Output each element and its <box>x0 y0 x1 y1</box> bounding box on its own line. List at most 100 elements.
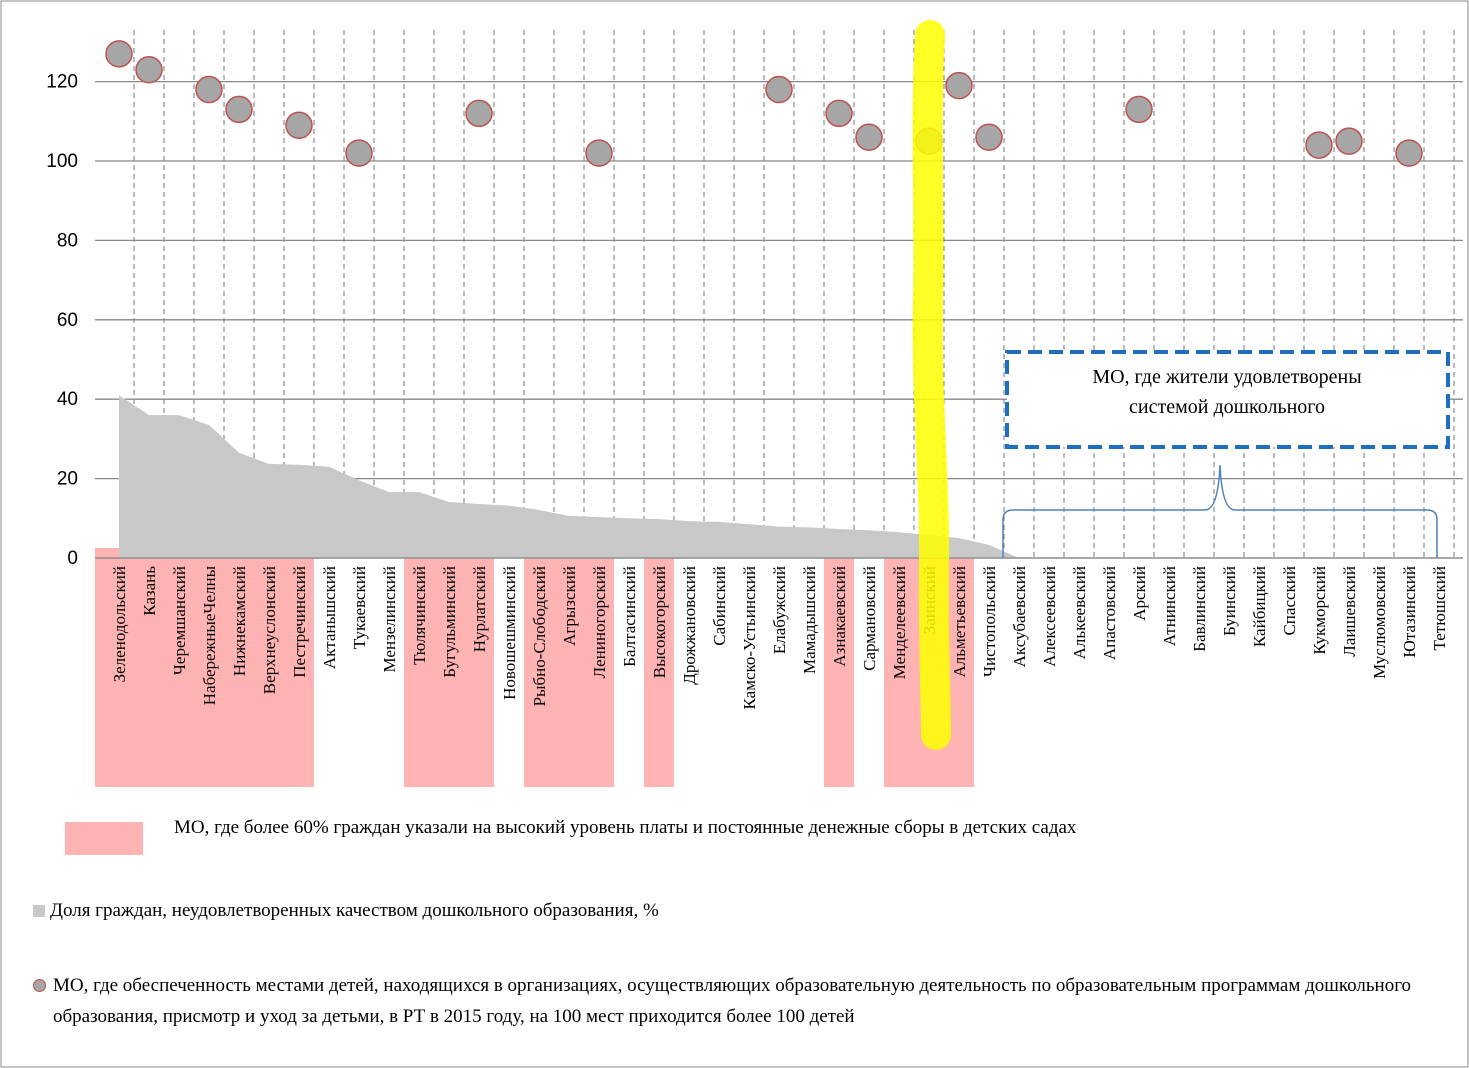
highlight <box>464 548 494 787</box>
x-tick-label: Тукаевский <box>350 566 369 649</box>
point <box>195 75 223 104</box>
point <box>1305 131 1333 159</box>
x-tick-label: Мамадышский <box>800 566 819 674</box>
x-tick-label: Тетюшский <box>1430 566 1449 651</box>
x-tick-label: Сармановский <box>860 566 879 671</box>
x-tick-label: Апастовский <box>1100 566 1119 660</box>
x-tick-label: Рыбно-Слободский <box>530 566 549 706</box>
x-tick-label: Новошешминский <box>500 566 519 700</box>
point <box>945 71 973 100</box>
x-tick-label: Лаишевский <box>1340 566 1359 657</box>
point <box>975 123 1003 151</box>
x-tick-label: Альметьевский <box>950 566 969 677</box>
highlight <box>884 548 914 787</box>
x-tick-label: Высокогорский <box>650 566 669 678</box>
x-tick-label: Алексеевский <box>1040 566 1059 667</box>
x-tick-label: Тюлячинский <box>410 566 429 665</box>
x-tick-label: Муслюмовский <box>1370 566 1389 679</box>
x-tick-label: Бавлинский <box>1190 566 1209 652</box>
y-tick-label: 40 <box>57 389 78 410</box>
point <box>855 123 883 151</box>
y-tick-label: 60 <box>57 310 78 331</box>
y-tick-label: 120 <box>46 72 78 93</box>
x-tick-label: НабережныеЧелны <box>200 565 219 705</box>
x-tick-label: Пестречинский <box>290 566 309 678</box>
point <box>345 139 373 167</box>
highlight <box>164 548 194 787</box>
x-tick-label: Черемшанский <box>170 566 189 675</box>
y-tick-label: 100 <box>46 151 78 172</box>
point <box>285 111 313 140</box>
point <box>225 95 253 124</box>
x-tick-label: Камско-Устьинский <box>740 566 759 709</box>
x-tick-label: Чистопольский <box>980 566 999 677</box>
highlight <box>584 548 614 787</box>
y-tick-label: 80 <box>57 230 78 251</box>
x-tick-label: Нижнекамский <box>230 566 249 676</box>
legend-swatch <box>33 905 45 917</box>
x-tick-label: Зеленодольский <box>110 566 129 682</box>
point <box>105 40 133 68</box>
x-tick-label: Елабужский <box>770 566 789 654</box>
x-tick-label: Ютазинский <box>1400 566 1419 658</box>
point <box>1395 139 1423 167</box>
highlight <box>644 548 674 787</box>
point <box>465 99 493 128</box>
highlight <box>284 548 314 787</box>
x-tick-label: Верхнеуслонский <box>260 566 279 694</box>
legend-label: МО, где обеспеченность местами детей, на… <box>53 975 1412 1027</box>
point <box>1125 95 1153 124</box>
legend-label: МО, где более 60% граждан указали на выс… <box>174 817 1077 838</box>
highlight <box>194 548 224 787</box>
legend-label: Доля граждан, неудовлетворенных качество… <box>50 900 659 921</box>
highlight <box>434 548 464 787</box>
legend-swatch <box>65 822 143 855</box>
x-tick-label: Сабинский <box>710 566 729 646</box>
highlighter <box>912 20 951 750</box>
point <box>585 139 613 167</box>
x-tick-label: Агрызский <box>560 566 579 646</box>
annotation: МО, где жители удовлетворены <box>1092 366 1361 388</box>
annotation-box <box>1005 350 1450 449</box>
x-tick-label: Актанышский <box>320 566 339 669</box>
y-tick-label: 0 <box>67 548 78 569</box>
point <box>765 75 793 104</box>
brace <box>1002 464 1438 558</box>
highlight <box>554 548 584 787</box>
point <box>135 55 163 84</box>
highlight <box>134 548 164 787</box>
highlight <box>224 548 254 787</box>
x-tick-label: Казань <box>140 566 159 616</box>
x-tick-label: Балтасинский <box>620 566 639 667</box>
x-tick-label: Нурлатский <box>470 566 489 652</box>
x-tick-label: Аксубаевский <box>1010 566 1029 667</box>
highlight <box>95 548 134 787</box>
x-tick-label: Азнакаевский <box>830 566 849 667</box>
x-tick-label: Мензелинский <box>380 566 399 672</box>
x-tick-label: Буинский <box>1220 566 1239 636</box>
x-tick-label: Менделеевский <box>890 566 909 679</box>
x-tick-label: Кукморский <box>1310 566 1329 655</box>
y-tick-label: 20 <box>57 469 78 490</box>
highlight <box>404 548 434 787</box>
x-tick-label: Алькеевский <box>1070 566 1089 659</box>
area <box>119 395 1439 558</box>
x-tick-label: Кайбицкий <box>1250 566 1269 647</box>
highlight <box>524 548 554 787</box>
x-tick-label: Спасский <box>1280 566 1299 636</box>
plot: 0 20 40 60 80 100 120 Зеленодольский Казань Черем… <box>46 30 1463 787</box>
x-tick-label: Дрожжановский <box>680 566 699 685</box>
x-tick-label: Лениногорский <box>590 566 609 678</box>
x-tick-label: Атнинский <box>1160 566 1179 646</box>
x-tick-label: Арский <box>1130 566 1149 621</box>
x-tick-label: Бугульминский <box>440 566 459 678</box>
highlight <box>824 548 854 787</box>
annotation: системой дошкольного <box>1129 396 1325 418</box>
highlight <box>254 548 284 787</box>
legend-swatch <box>33 979 46 992</box>
point <box>1335 127 1363 155</box>
point <box>825 99 853 128</box>
